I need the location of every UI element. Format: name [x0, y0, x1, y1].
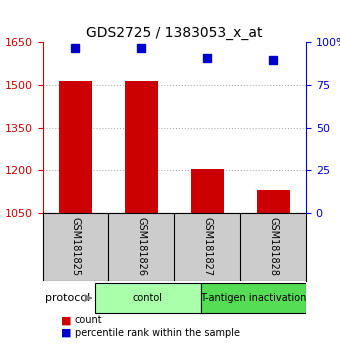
Bar [257, 190, 290, 213]
Text: ■: ■ [61, 315, 72, 325]
Text: GSM181825: GSM181825 [70, 217, 81, 276]
Text: GSM181827: GSM181827 [202, 217, 212, 276]
Text: ■: ■ [61, 328, 72, 338]
Text: contol: contol [133, 293, 163, 303]
Title: GDS2725 / 1383053_x_at: GDS2725 / 1383053_x_at [86, 26, 262, 40]
Bar [191, 169, 224, 213]
Text: percentile rank within the sample: percentile rank within the sample [75, 328, 240, 338]
Bar [59, 81, 92, 213]
Text: GSM181826: GSM181826 [136, 217, 146, 276]
Text: T-antigen inactivation: T-antigen inactivation [200, 293, 306, 303]
FancyBboxPatch shape [201, 283, 306, 313]
FancyBboxPatch shape [95, 283, 201, 313]
Text: protocol: protocol [45, 293, 90, 303]
Text: count: count [75, 315, 102, 325]
Bar [125, 81, 158, 213]
Text: GSM181828: GSM181828 [268, 217, 278, 276]
